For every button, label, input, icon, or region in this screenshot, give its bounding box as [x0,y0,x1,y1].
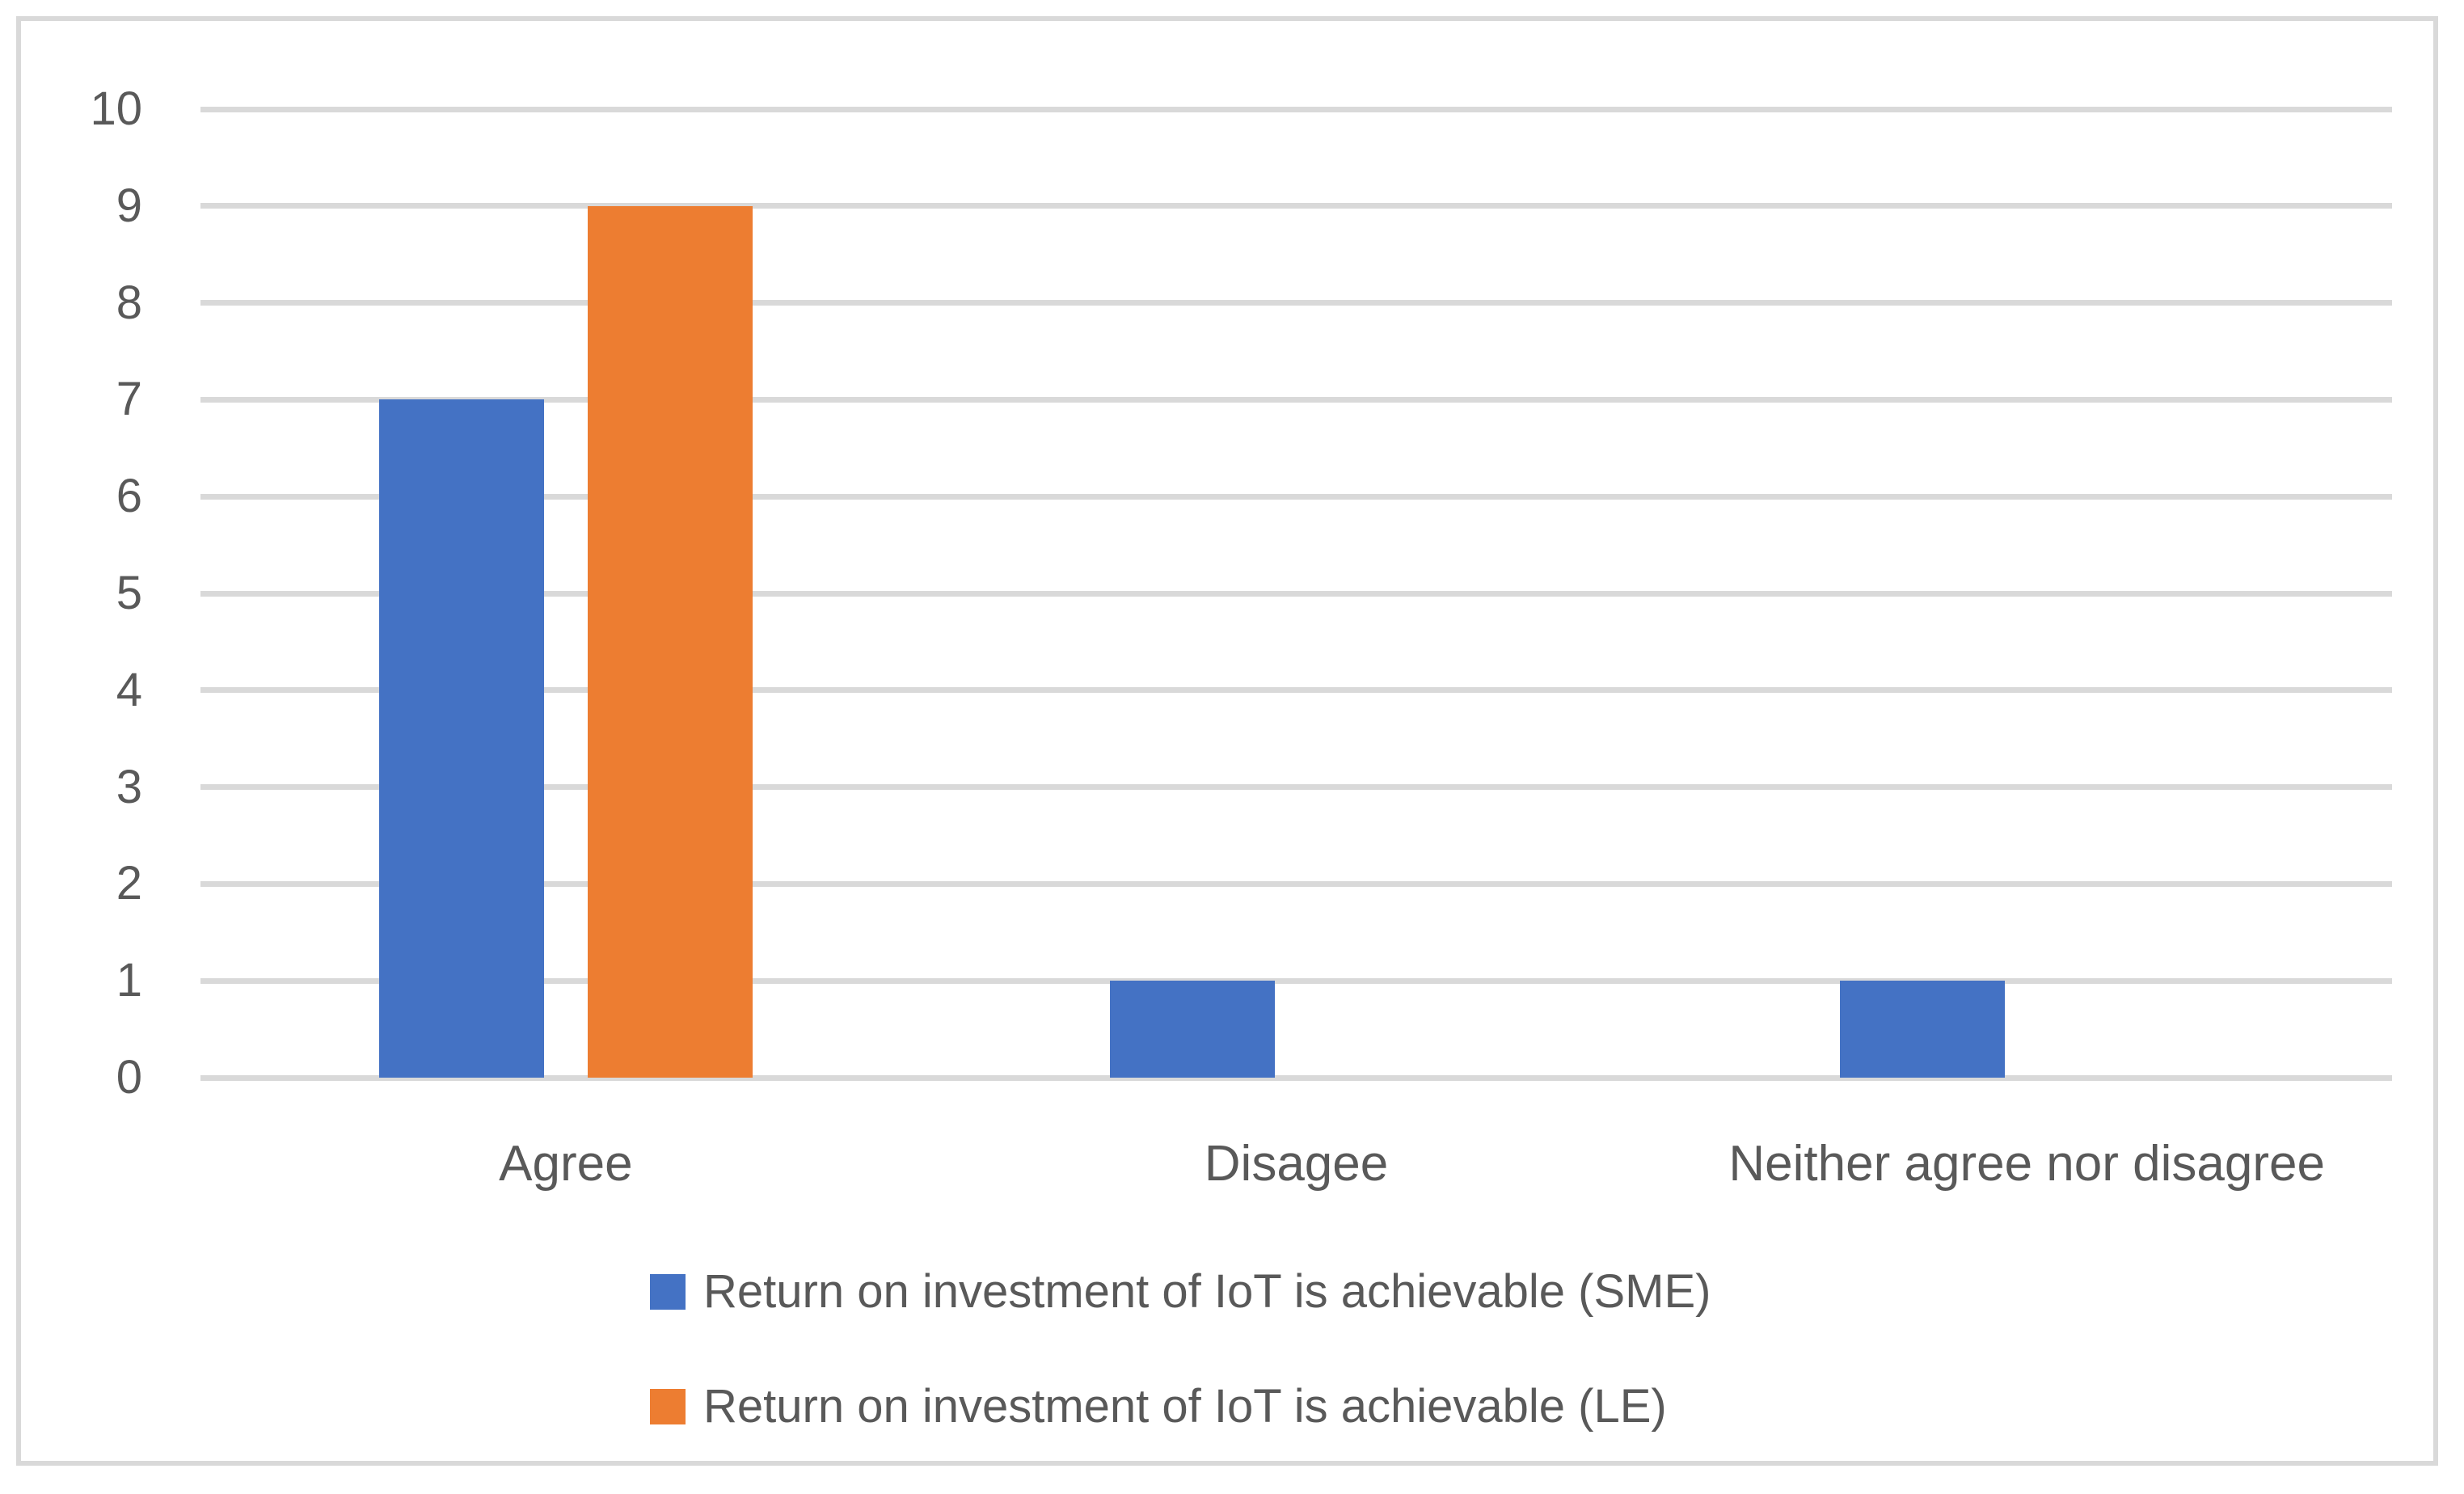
gridline-10 [200,106,2392,112]
bar-le-0 [587,205,753,1078]
bar-sme-0 [378,399,544,1078]
y-axis-tick-0: 0 [116,1051,142,1104]
y-axis-tick-7: 7 [116,373,142,426]
legend-swatch-le [650,1389,686,1424]
plot-area: 0 1 2 3 4 5 6 7 8 9 10 Agree Disagee Neither agree n… [21,21,2464,1494]
legend-label-sme: Return on investment of IoT is achievabl… [703,1265,1711,1318]
gridline-5 [200,590,2392,597]
x-axis-label-2: Neither agree nor disagree [1728,1136,2325,1192]
legend-item-le: Return on investment of IoT is achievabl… [650,1380,1667,1433]
gridline-6 [200,493,2392,500]
gridline-2 [200,880,2392,887]
y-axis-tick-4: 4 [116,663,142,716]
bar-sme-1 [1109,981,1275,1078]
x-axis: Agree Disagee Neither agree nor disagree [200,1127,2392,1201]
legend-label-le: Return on investment of IoT is achievabl… [703,1380,1667,1433]
y-axis-tick-10: 10 [90,82,142,135]
gridline-9 [200,203,2392,209]
y-axis-tick-8: 8 [116,276,142,329]
gridline-3 [200,784,2392,791]
bar-sme-2 [1840,981,2006,1078]
bar-group-0 [200,21,931,1078]
y-axis-tick-6: 6 [116,470,142,523]
gridline-7 [200,396,2392,403]
y-axis-tick-3: 3 [116,760,142,813]
bar-group-1 [931,21,1662,1078]
gridline-0 [200,1074,2392,1081]
chart-border: 0 1 2 3 4 5 6 7 8 9 10 Agree Disagee Neither agree n… [16,16,2438,1466]
x-axis-label-0: Agree [499,1136,633,1192]
y-axis-tick-2: 2 [116,857,142,910]
legend-item-sme: Return on investment of IoT is achievabl… [650,1265,1711,1318]
gridline-8 [200,300,2392,306]
y-axis-tick-5: 5 [116,567,142,619]
y-axis-tick-9: 9 [116,179,142,232]
bars-layer [200,21,2392,1078]
y-axis-tick-1: 1 [116,954,142,1007]
gridline-4 [200,687,2392,694]
x-axis-label-1: Disagee [1204,1136,1389,1192]
gridline-1 [200,977,2392,984]
bar-group-2 [1661,21,2392,1078]
legend-swatch-sme [650,1274,686,1310]
